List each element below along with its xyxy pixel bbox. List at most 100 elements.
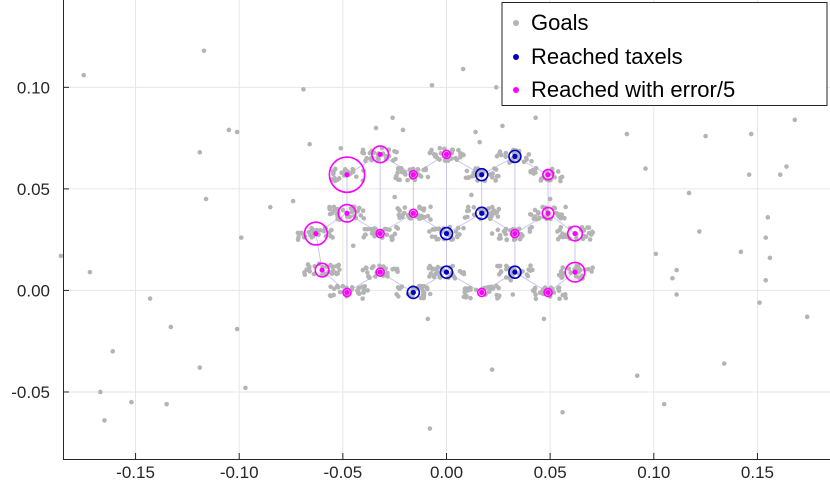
legend-label-goals: Goals [531, 10, 588, 35]
goal-point [421, 293, 427, 298]
goal-point [497, 232, 503, 238]
goal-point [703, 133, 708, 139]
goal-point [382, 226, 388, 232]
goal-point [337, 267, 342, 272]
error-center-point [512, 230, 518, 237]
goal-point [309, 225, 314, 231]
goal-point [327, 204, 332, 210]
goal-point [358, 213, 364, 218]
goal-point [364, 265, 369, 271]
error-center-point [410, 210, 416, 216]
goal-point [360, 267, 366, 273]
error-center-point [319, 267, 325, 273]
goal-point [360, 147, 366, 153]
goal-point [577, 267, 583, 273]
goal-point [330, 264, 336, 270]
error-center-point [545, 172, 551, 178]
goal-point [487, 216, 493, 222]
reached-series [406, 149, 522, 300]
error-circle [342, 287, 352, 298]
legend-box [501, 2, 828, 106]
goal-point [385, 273, 390, 278]
goal-point [328, 284, 333, 290]
goal-point [456, 147, 461, 153]
goal-point [425, 316, 431, 322]
reached-taxel-ring [439, 265, 454, 279]
error-circle [476, 287, 487, 298]
goal-point [238, 235, 244, 240]
goal-point [467, 285, 473, 291]
goal-point [521, 159, 527, 165]
x-tick-label: 0.00 [430, 463, 463, 482]
goal-point [203, 196, 209, 202]
goal-point [686, 190, 692, 196]
goal-point [558, 224, 564, 230]
goal-point [347, 214, 353, 220]
legend-marker-error [513, 87, 519, 93]
goal-point [110, 349, 116, 354]
error-circle [371, 145, 390, 164]
goal-point [405, 177, 410, 183]
goal-point [427, 426, 433, 431]
goal-point [400, 127, 406, 133]
x-tick-label: 0.10 [637, 463, 670, 482]
goal-point [308, 232, 313, 238]
goal-point [397, 208, 402, 214]
goal-point [661, 401, 667, 407]
goal-point [400, 212, 405, 218]
goal-point [792, 117, 798, 123]
goal-point [418, 283, 424, 289]
legend-label-error: Reached with error/5 [531, 77, 735, 102]
goal-point [560, 409, 565, 415]
goal-point [384, 232, 390, 238]
goal-point [738, 249, 744, 255]
goal-point [437, 145, 443, 151]
goal-point [392, 194, 397, 200]
goal-point [331, 204, 337, 210]
legend-label-reached: Reached taxels [531, 44, 683, 69]
goal-point [397, 177, 402, 183]
goal-point [337, 289, 343, 295]
goal-point [427, 229, 432, 234]
goal-point [373, 274, 378, 279]
goal-point [338, 145, 344, 151]
goal-point [371, 264, 376, 269]
error-center-point [572, 269, 578, 275]
goal-point [377, 263, 382, 269]
goal-point [331, 168, 337, 174]
goal-point [290, 198, 296, 204]
goal-point [583, 234, 589, 239]
goal-point [427, 291, 433, 297]
goal-point [721, 361, 727, 366]
goal-point [492, 166, 497, 171]
goal-point [496, 173, 501, 179]
error-series [303, 145, 586, 298]
goal-point [503, 150, 509, 156]
legend: Goals Reached taxels Reached with error/… [501, 2, 828, 106]
goal-point [453, 155, 458, 161]
reached-taxel-point [410, 289, 416, 296]
tick-labels: -0.15 -0.10 -0.05 0.00 0.05 0.10 0.15 -0.05 0.00… [11, 78, 774, 482]
goal-point [500, 123, 505, 129]
goal-point [306, 266, 312, 271]
goal-point [560, 232, 565, 237]
goal-point [763, 235, 769, 240]
goal-point [234, 129, 240, 135]
goal-point [767, 255, 773, 261]
goal-point [496, 294, 501, 300]
error-center-point [344, 172, 350, 178]
goal-point [340, 207, 346, 213]
goal-point [757, 300, 762, 305]
goal-point [354, 174, 359, 179]
goal-point [427, 274, 432, 279]
goal-point [746, 172, 752, 177]
goal-point [197, 150, 203, 155]
goal-point [624, 131, 630, 137]
goal-point [393, 156, 398, 162]
goal-point [361, 290, 366, 295]
goal-point [526, 267, 531, 272]
goal-point [376, 156, 381, 162]
goal-point [697, 229, 702, 234]
goal-point [574, 235, 579, 241]
goal-point [555, 286, 561, 291]
